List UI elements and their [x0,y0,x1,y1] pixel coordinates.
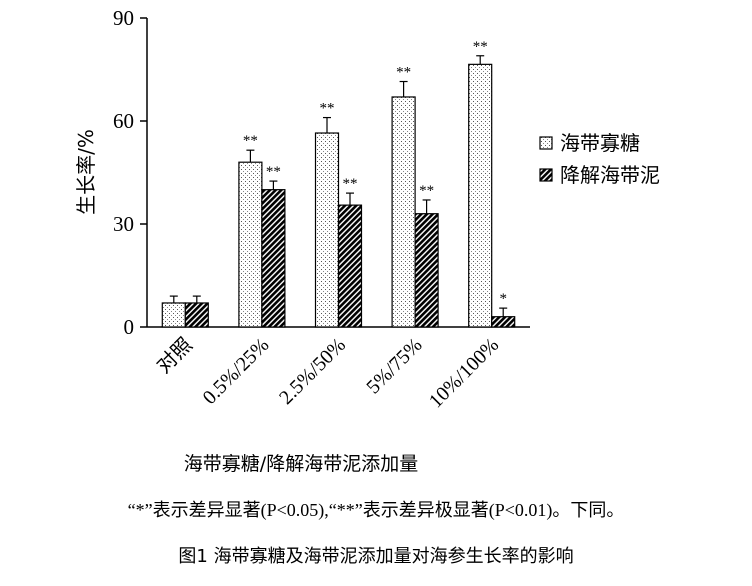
y-tick-label: 30 [113,212,134,236]
bar-oligosaccharide [391,96,416,328]
bar-oligosaccharide [161,302,186,328]
x-tick-label: 对照 [152,333,197,378]
legend-swatch-oligosaccharide [539,136,553,150]
y-axis-label: 生长率/% [74,129,98,215]
bar-kelp-mud [261,189,286,328]
significance-label: ** [266,164,281,180]
figure-caption: 图1 海带寡糖及海带泥添加量对海参生长率的影响 [178,546,574,567]
y-tick-label: 90 [113,6,134,30]
bar-oligosaccharide [238,161,263,328]
legend-label-oligosaccharide: 海带寡糖 [560,131,640,155]
significance-label: * [499,291,507,307]
bar-kelp-mud [337,204,363,328]
y-tick-label: 0 [124,315,135,339]
significance-label: ** [396,65,411,81]
x-tick-label: 0.5%/25% [199,334,274,409]
y-tick-label: 60 [113,109,134,133]
bar-kelp-mud [491,316,516,328]
bar-oligosaccharide [468,63,493,328]
significance-label: ** [419,183,434,199]
bar-oligosaccharide [314,132,340,328]
x-tick-label: 5%/75% [362,334,426,398]
significance-note: “*”表示差异显著(P<0.05),“**”表示差异极显著(P<0.01)。下同… [127,500,625,520]
significance-label: ** [320,101,335,117]
x-axis-label: 海带寡糖/降解海带泥添加量 [184,453,418,475]
legend-swatch-kelp-mud [539,168,553,182]
x-tick-label: 2.5%/50% [275,334,350,409]
legend-label-kelp-mud: 降解海带泥 [560,163,660,187]
bar-kelp-mud [414,213,439,328]
significance-label: ** [473,39,488,55]
significance-label: ** [243,133,258,149]
x-tick-label: 10%/100% [425,334,503,412]
bar-kelp-mud [184,302,209,328]
significance-label: ** [343,176,358,192]
bar-chart: 0306090生长率/%对照****0.5%/25%****2.5%/50%**… [74,6,660,475]
